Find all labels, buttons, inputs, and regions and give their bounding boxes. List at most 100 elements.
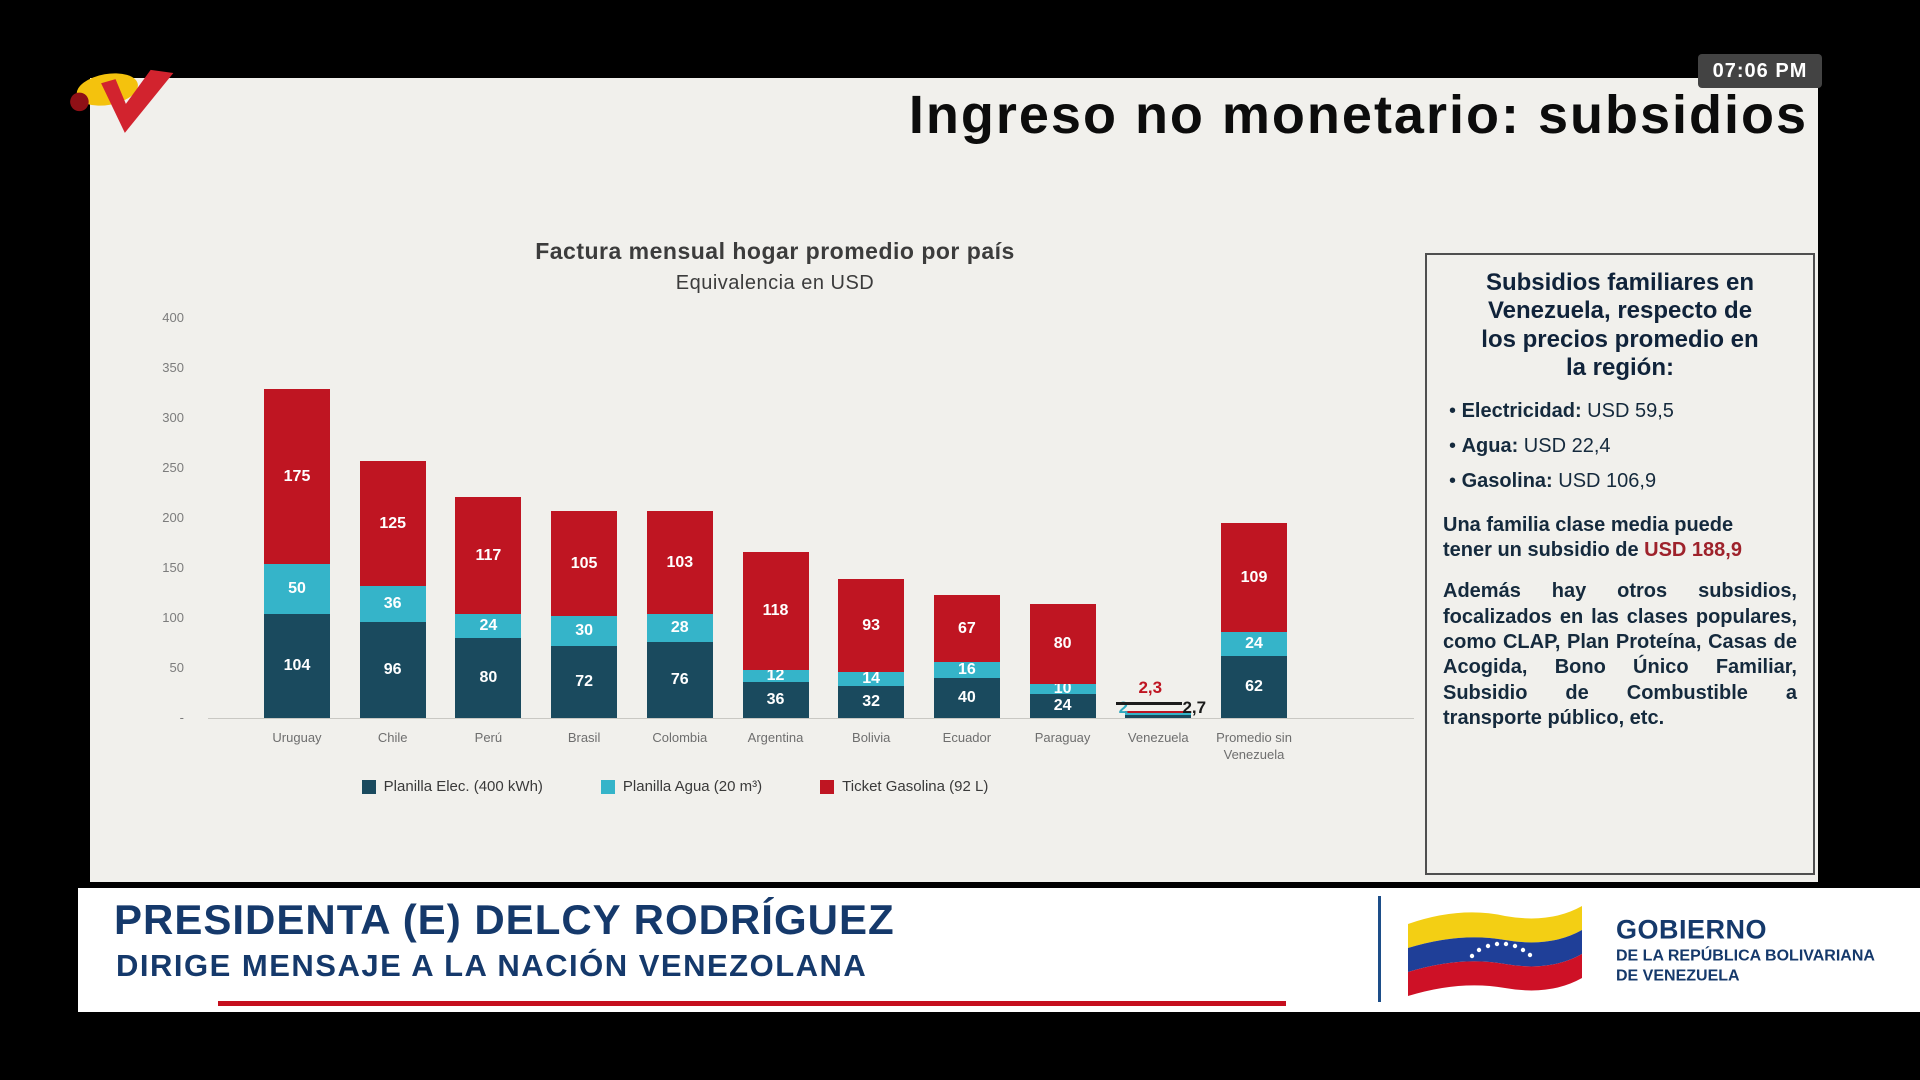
y-axis-tick: 350 [162,360,184,375]
x-axis-label: Ecuador [942,730,992,745]
bar-value-label: 12 [766,667,785,684]
bar-segment: 80 [1029,604,1096,684]
x-axis-label: Perú [474,730,503,745]
bar-segment: 24 [1221,632,1287,656]
x-axis-label: Venezuela [1127,730,1189,745]
bullet-electricidad: Electricidad: USD 59,5 [1449,398,1797,425]
bar-segment: 125 [359,461,426,586]
bar-segment: 104 [264,614,330,718]
y-axis-tick: 150 [162,560,184,575]
bar-segment: 67 [933,595,1000,662]
bullet-label: Gasolina: [1461,470,1553,493]
y-axis-tick: 400 [162,310,184,325]
bar-value-label: 96 [383,661,402,678]
legend-label: Planilla Agua (20 m³) [622,778,763,795]
bar-segment: 109 [1221,523,1287,632]
bar-segment: 30 [551,616,618,646]
legend-swatch [600,779,615,794]
bar-segment: 80 [455,638,522,718]
bar-value-label: 104 [283,657,311,674]
y-axis-tick: 200 [162,510,184,525]
bar-segment [1125,715,1192,718]
bar-segment: 62 [1221,656,1287,718]
bar-value-label: 109 [1240,568,1268,586]
bar-value-label: 10 [1053,680,1072,697]
bar-value-label: 24 [1053,697,1072,714]
bar-value-label: 32 [862,693,881,710]
x-axis-label: Brasil [567,730,601,745]
legend-swatch [820,779,835,794]
bar-segment: 117 [455,497,522,614]
bar-value-label: 72 [575,673,593,690]
bar-segment [1125,713,1192,716]
vertical-divider [1378,896,1381,1002]
vtv-logo-icon [66,62,194,150]
y-axis-tick: 300 [162,410,184,425]
bar-segment: 14 [838,670,905,687]
bar-segment: 12 [742,667,809,684]
bar-value-label: 16 [957,661,976,678]
bar-segment: 40 [933,678,1000,718]
venezuela-flag-icon [1400,894,1590,1004]
bullet-label: Electricidad: [1461,400,1582,423]
subsidy-total-value: USD 188,9 [1644,539,1742,562]
bar-value-label: 30 [575,622,593,639]
bullet-label: Agua: [1461,435,1519,458]
bar-value-label: 105 [570,554,598,572]
bar-segment: 50 [264,564,330,614]
chart-legend: Planilla Elec. (400 kWh) Planilla Agua (2… [90,778,1260,795]
bar-segment: 175 [264,389,330,564]
bar-value-label: 118 [762,602,789,619]
y-axis-tick: 100 [162,610,184,625]
panel-body: Además hay otros subsidios, focalizados … [1443,580,1797,730]
bar-value-label: 103 [666,553,694,571]
annotation-label: 2,3 [1138,678,1163,697]
bullet-agua: Agua: USD 22,4 [1449,433,1797,460]
slide-title: Ingreso no monetario: subsidios [908,85,1808,145]
panel-heading: Subsidios familiares en Venezuela, respe… [1481,269,1759,381]
gov-line3: DE VENEZUELA [1616,967,1740,985]
gov-line2: DE LA REPÚBLICA BOLIVARIANA [1616,947,1875,965]
x-axis-label: Paraguay [1034,730,1091,745]
chart-subtitle: Equivalencia en USD [675,272,875,294]
bar-value-label: 24 [1245,635,1263,652]
bar-value-label: 40 [957,689,976,706]
x-axis-label: Colombia [652,730,708,745]
legend-item: Planilla Elec. (400 kWh) [361,778,543,795]
panel-bullets: Electricidad: USD 59,5 Agua: USD 22,4 Ga… [1443,398,1797,495]
legend-item: Planilla Agua (20 m³) [600,778,763,795]
bar-value-label: 76 [670,671,689,688]
bar-segment: 28 [646,614,713,642]
y-axis-tick: - [179,710,184,725]
chart-title: Factura mensual hogar promedio por país [535,238,1015,264]
annotation-line [1116,702,1183,705]
bar-value-label: 175 [283,467,311,485]
legend-label: Planilla Elec. (400 kWh) [383,778,543,795]
gov-line1: GOBIERNO [1616,914,1768,945]
red-underline [218,1001,1286,1006]
bar-value-label: 62 [1245,678,1263,695]
bar-segment: 118 [742,552,809,670]
bar-segment: 96 [359,622,426,718]
bar-value-label: 67 [957,619,976,637]
presentation-slide: Ingreso no monetario: subsidios Factura … [90,78,1818,882]
bar-segment: 16 [933,661,1000,678]
bar-segment: 72 [551,646,618,718]
bar-segment: 24 [455,614,522,638]
bullet-value: USD 22,4 [1523,435,1611,458]
x-axis-label: Chile [377,730,408,745]
bar-value-label: 125 [379,514,407,532]
bar-value-label: 36 [383,595,402,612]
bullet-gasolina: Gasolina: USD 106,9 [1449,468,1797,495]
legend-item: Ticket Gasolina (92 L) [820,778,988,795]
bar-value-label: 14 [862,670,881,687]
bar-value-label: 117 [475,546,502,564]
bar-segment: 105 [551,511,618,616]
x-axis-line [208,718,1414,719]
bar-segment: 93 [838,579,905,672]
government-wordmark: GOBIERNO DE LA REPÚBLICA BOLIVARIANA DE … [1616,915,1875,986]
annotation-label: 2,7 [1182,698,1207,717]
bullet-value: USD 59,5 [1587,400,1674,423]
bar-segment: 10 [1029,680,1096,697]
